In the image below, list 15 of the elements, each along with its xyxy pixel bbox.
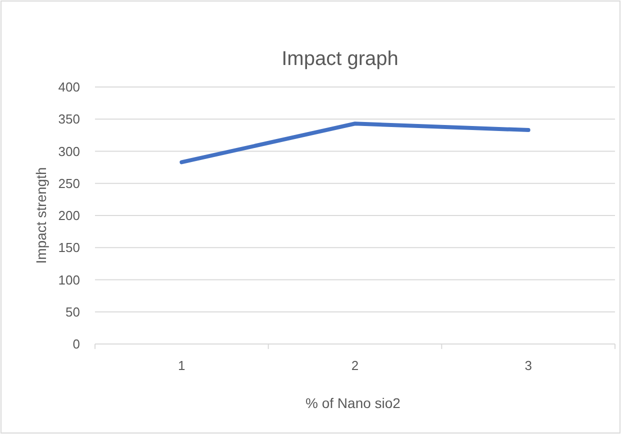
y-tick-label: 50 — [66, 304, 80, 320]
x-tick-label: 3 — [524, 358, 532, 373]
y-tick-label: 350 — [58, 112, 80, 127]
x-tick-label: 1 — [178, 358, 186, 373]
y-tick-label: 0 — [72, 336, 80, 352]
y-axis-title: Impact strength — [33, 167, 49, 264]
y-tick-label: 150 — [58, 240, 80, 256]
x-tick-label: 2 — [351, 358, 359, 373]
x-axis-title: % of Nano sio2 — [306, 395, 401, 411]
y-tick-label: 250 — [58, 176, 80, 191]
y-tick-label: 200 — [58, 208, 80, 224]
chart-title: Impact graph — [282, 48, 398, 70]
y-tick-label: 300 — [58, 144, 80, 159]
y-tick-label: 100 — [58, 272, 80, 288]
y-tick-label: 400 — [58, 80, 80, 95]
